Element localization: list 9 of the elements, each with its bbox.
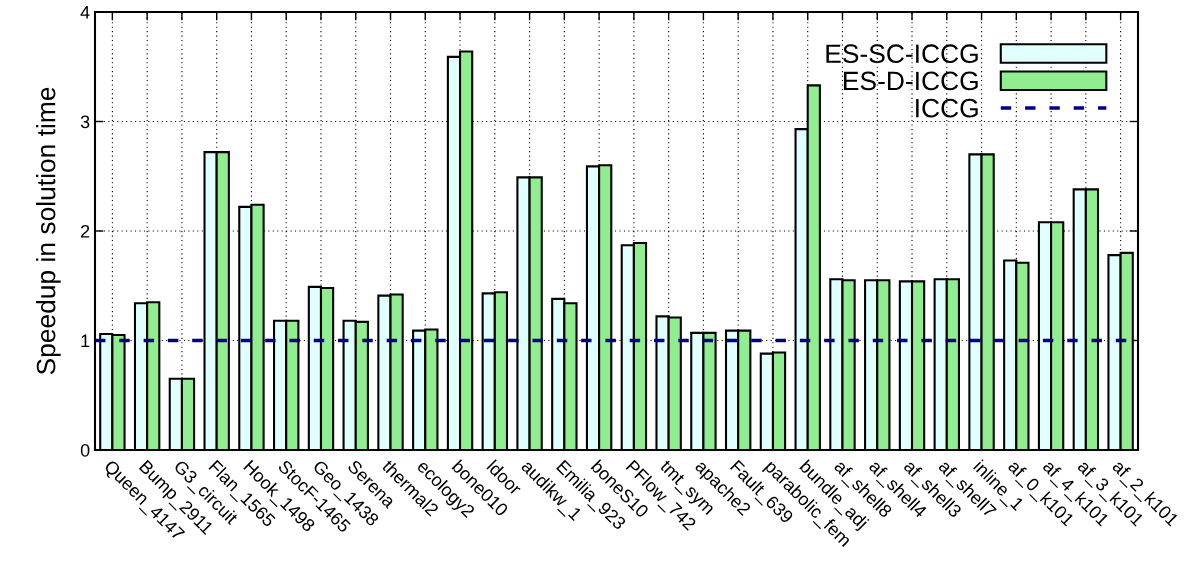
y-tick-label: 3	[80, 115, 90, 129]
legend-label: ES-SC-ICCG	[826, 44, 978, 64]
y-tick-label: 1	[81, 334, 90, 348]
y-tick-label: 2	[81, 224, 90, 238]
legend-label: ICCG	[916, 98, 978, 118]
y-axis-title: Speedup in solution time	[36, 87, 61, 375]
y-tick-label: 0	[80, 443, 90, 457]
y-tick-label: 4	[80, 6, 90, 19]
legend-label: ES-D-ICCG	[844, 71, 978, 91]
